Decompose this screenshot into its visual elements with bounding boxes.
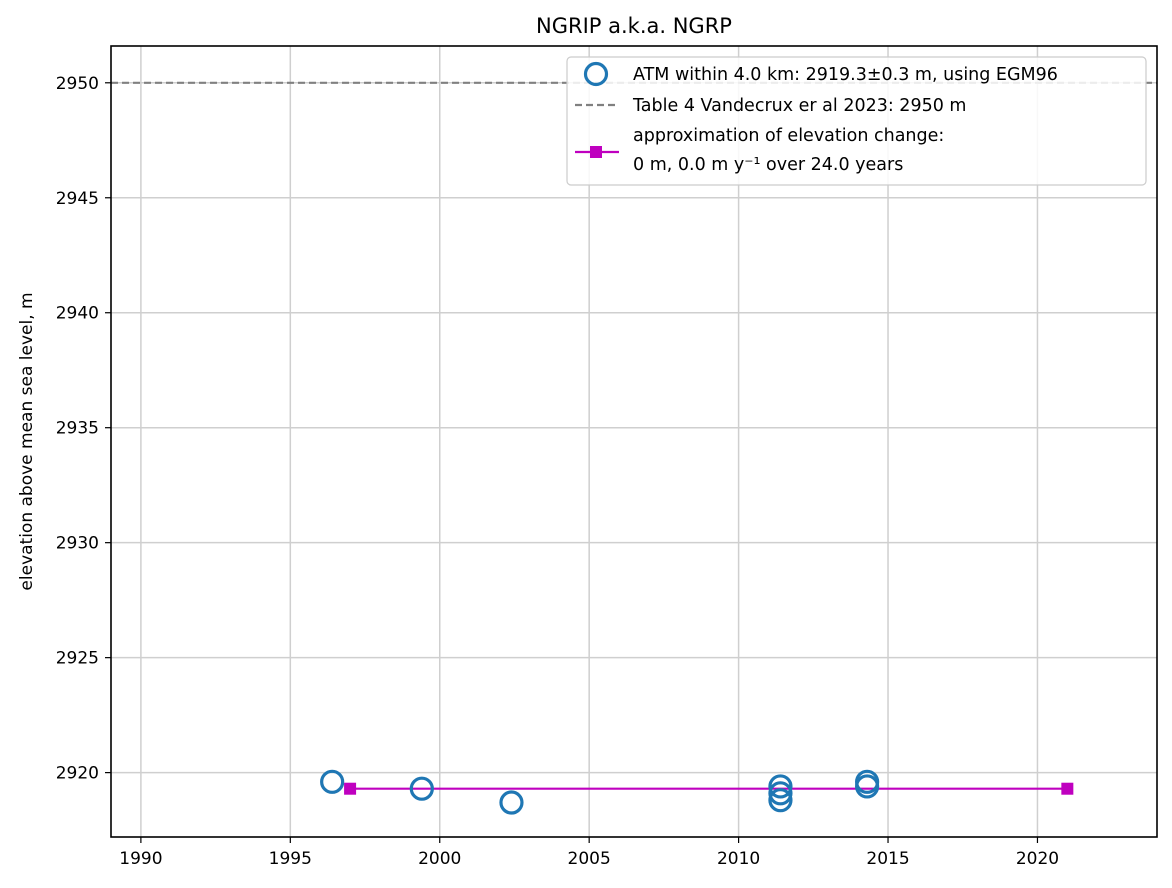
- atm-point: [499, 790, 524, 815]
- atm-point: [855, 774, 880, 799]
- atm-point: [320, 769, 345, 794]
- x-tick-label: 2000: [418, 849, 461, 869]
- y-tick-label: 2935: [56, 419, 99, 439]
- x-tick-label: 1990: [119, 849, 162, 869]
- x-tick-label: 1995: [269, 849, 312, 869]
- legend-label-approximation-line1: approximation of elevation change:: [633, 126, 944, 146]
- legend-marker-atm: [583, 61, 609, 87]
- approximation-marker: [344, 782, 357, 795]
- y-tick-label: 2920: [56, 764, 99, 784]
- atm-point: [768, 774, 793, 799]
- x-tick-label: 2015: [866, 849, 909, 869]
- y-tick-label: 2940: [56, 304, 99, 324]
- y-tick-label: 2930: [56, 534, 99, 554]
- axes-frame: [110, 45, 1158, 838]
- legend-label-atm: ATM within 4.0 km: 2919.3±0.3 m, using E…: [633, 65, 1058, 85]
- x-tick-label: 2010: [717, 849, 760, 869]
- approximation-marker: [1061, 782, 1074, 795]
- y-tick-label: 2945: [56, 189, 99, 209]
- x-tick-label: 2005: [568, 849, 611, 869]
- x-axis: 1990 1995 2000 2005 2010 2015 2020: [119, 837, 1059, 869]
- chart-title: NGRIP a.k.a. NGRP: [536, 14, 732, 38]
- atm-point: [409, 776, 434, 801]
- legend-marker-approximation-square: [590, 146, 602, 158]
- y-tick-label: 2925: [56, 649, 99, 669]
- atm-point: [768, 788, 793, 813]
- legend-label-reference: Table 4 Vandecrux er al 2023: 2950 m: [632, 96, 966, 116]
- y-axis: 2920 2925 2930 2935 2940 2945 2950: [56, 74, 111, 784]
- y-tick-label: 2950: [56, 74, 99, 94]
- atm-point: [768, 781, 793, 806]
- legend-label-approximation-line2: 0 m, 0.0 m y⁻¹ over 24.0 years: [633, 155, 903, 175]
- legend-box: [566, 56, 1147, 186]
- plot-area: [111, 81, 1157, 815]
- legend: ATM within 4.0 km: 2919.3±0.3 m, using E…: [566, 56, 1147, 186]
- x-tick-label: 2020: [1016, 849, 1059, 869]
- y-axis-label: elevation above mean sea level, m: [17, 292, 37, 590]
